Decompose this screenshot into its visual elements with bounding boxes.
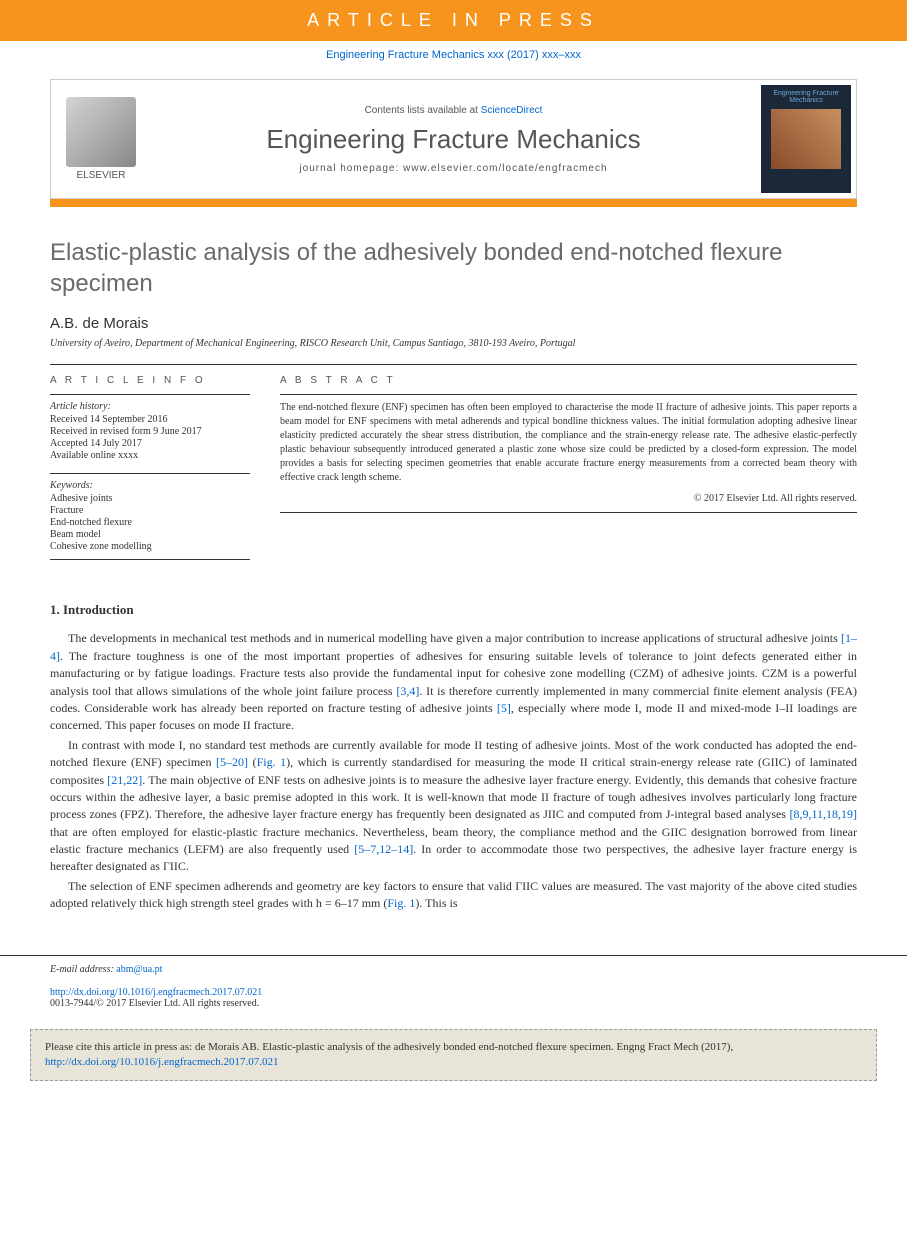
citation-link[interactable]: [5–20]	[216, 755, 248, 769]
journal-header: ELSEVIER Contents lists available at Sci…	[50, 79, 857, 199]
header-center: Contents lists available at ScienceDirec…	[151, 80, 756, 198]
divider	[280, 512, 857, 513]
elsevier-label: ELSEVIER	[77, 170, 126, 181]
text: (	[248, 755, 257, 769]
citation-link[interactable]: [21,22]	[107, 773, 142, 787]
cover-title: Engineering Fracture Mechanics	[766, 90, 846, 104]
article-title: Elastic-plastic analysis of the adhesive…	[50, 237, 857, 299]
intro-paragraph-1: The developments in mechanical test meth…	[50, 630, 857, 734]
text: ). This is	[415, 896, 457, 910]
journal-cover: Engineering Fracture Mechanics	[761, 85, 851, 193]
accepted-date: Accepted 14 July 2017	[50, 438, 250, 449]
article-info-heading: A R T I C L E I N F O	[50, 375, 250, 386]
figure-link[interactable]: Fig. 1	[257, 755, 287, 769]
figure-link[interactable]: Fig. 1	[387, 896, 415, 910]
received-date: Received 14 September 2016	[50, 414, 250, 425]
citation-doi-link[interactable]: http://dx.doi.org/10.1016/j.engfracmech.…	[45, 1056, 279, 1068]
revised-date: Received in revised form 9 June 2017	[50, 426, 250, 437]
doi-link[interactable]: http://dx.doi.org/10.1016/j.engfracmech.…	[50, 987, 262, 998]
abstract-text: The end-notched flexure (ENF) specimen h…	[280, 394, 857, 485]
keyword: Fracture	[50, 505, 250, 516]
doi-block: http://dx.doi.org/10.1016/j.engfracmech.…	[50, 987, 857, 1009]
keyword: Beam model	[50, 529, 250, 540]
elsevier-tree-icon	[66, 97, 136, 167]
abstract-column: A B S T R A C T The end-notched flexure …	[280, 375, 857, 572]
author-affiliation: University of Aveiro, Department of Mech…	[50, 338, 857, 349]
citation-link[interactable]: [8,9,11,18,19]	[789, 807, 857, 821]
author-email-link[interactable]: abm@ua.pt	[116, 964, 162, 975]
email-line: E-mail address: abm@ua.pt	[50, 964, 857, 975]
issn-copyright: 0013-7944/© 2017 Elsevier Ltd. All right…	[50, 998, 259, 1009]
text: . The main objective of ENF tests on adh…	[50, 773, 857, 822]
keywords-label: Keywords:	[50, 480, 250, 491]
journal-title: Engineering Fracture Mechanics	[266, 124, 640, 155]
info-abstract-row: A R T I C L E I N F O Article history: R…	[50, 375, 857, 572]
article-history-block: Article history: Received 14 September 2…	[50, 394, 250, 461]
sciencedirect-link[interactable]: ScienceDirect	[481, 105, 543, 116]
keyword: End-notched flexure	[50, 517, 250, 528]
elsevier-logo: ELSEVIER	[51, 80, 151, 198]
available-date: Available online xxxx	[50, 450, 250, 461]
intro-paragraph-2: In contrast with mode I, no standard tes…	[50, 737, 857, 876]
divider	[50, 364, 857, 365]
intro-paragraph-3: The selection of ENF specimen adherends …	[50, 878, 857, 913]
keywords-block: Keywords: Adhesive joints Fracture End-n…	[50, 473, 250, 560]
contents-prefix: Contents lists available at	[365, 105, 481, 116]
abstract-heading: A B S T R A C T	[280, 375, 857, 386]
text: The developments in mechanical test meth…	[68, 631, 841, 645]
orange-divider	[50, 199, 857, 207]
email-label: E-mail address:	[50, 964, 116, 975]
article-info-column: A R T I C L E I N F O Article history: R…	[50, 375, 250, 572]
journal-reference: Engineering Fracture Mechanics xxx (2017…	[0, 41, 907, 69]
history-label: Article history:	[50, 401, 250, 412]
keyword: Cohesive zone modelling	[50, 541, 250, 552]
author-name: A.B. de Morais	[50, 315, 857, 332]
citation-box: Please cite this article in press as: de…	[30, 1029, 877, 1082]
abstract-copyright: © 2017 Elsevier Ltd. All rights reserved…	[280, 493, 857, 504]
cover-image	[771, 109, 841, 169]
journal-homepage: journal homepage: www.elsevier.com/locat…	[299, 163, 607, 174]
citation-link[interactable]: [3,4]	[396, 684, 419, 698]
keyword: Adhesive joints	[50, 493, 250, 504]
citation-text: Please cite this article in press as: de…	[45, 1041, 733, 1053]
article-content: Elastic-plastic analysis of the adhesive…	[0, 207, 907, 935]
introduction-heading: 1. Introduction	[50, 602, 857, 618]
contents-available-line: Contents lists available at ScienceDirec…	[365, 105, 543, 116]
citation-link[interactable]: [5]	[497, 701, 511, 715]
footer: E-mail address: abm@ua.pt http://dx.doi.…	[0, 955, 907, 1009]
article-in-press-banner: ARTICLE IN PRESS	[0, 0, 907, 41]
citation-link[interactable]: [5–7,12–14]	[354, 842, 413, 856]
